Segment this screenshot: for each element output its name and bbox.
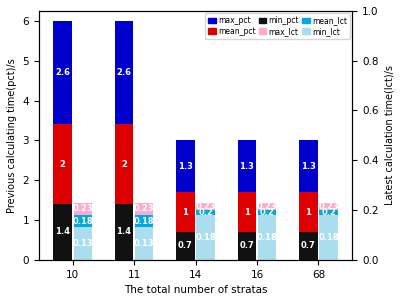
- Bar: [53, 204, 72, 260]
- Text: 0.23: 0.23: [134, 204, 154, 213]
- Bar: [196, 215, 215, 260]
- Text: 1.3: 1.3: [301, 162, 316, 171]
- Bar: [176, 140, 194, 192]
- Text: 0.7: 0.7: [239, 241, 254, 250]
- Bar: [135, 227, 154, 260]
- Bar: [196, 210, 215, 215]
- Text: 1.3: 1.3: [178, 162, 193, 171]
- Bar: [115, 204, 133, 260]
- Y-axis label: Previous calculating time(pct)/s: Previous calculating time(pct)/s: [7, 58, 17, 213]
- Text: 1.4: 1.4: [116, 227, 132, 236]
- Text: 1.4: 1.4: [55, 227, 70, 236]
- Bar: [299, 192, 318, 232]
- Bar: [299, 232, 318, 260]
- Text: 0.7: 0.7: [301, 241, 316, 250]
- Bar: [53, 124, 72, 204]
- Bar: [320, 215, 338, 260]
- Y-axis label: Latest calculation time(lct)/s: Latest calculation time(lct)/s: [384, 65, 394, 205]
- Bar: [135, 215, 154, 227]
- Text: 1: 1: [182, 207, 188, 217]
- Text: 1: 1: [306, 207, 311, 217]
- Text: 0.23: 0.23: [195, 202, 216, 211]
- Bar: [53, 21, 72, 124]
- Bar: [115, 124, 133, 204]
- Bar: [176, 232, 194, 260]
- Text: 0.18: 0.18: [195, 233, 216, 242]
- Bar: [73, 227, 92, 260]
- Text: 0.18: 0.18: [318, 233, 339, 242]
- Bar: [73, 203, 92, 215]
- Bar: [258, 210, 276, 215]
- Bar: [258, 215, 276, 260]
- Text: 0.18: 0.18: [134, 217, 154, 226]
- Text: 0.18: 0.18: [73, 217, 93, 226]
- Text: 0.23: 0.23: [257, 202, 277, 211]
- Text: 1: 1: [244, 207, 250, 217]
- Text: 2: 2: [121, 160, 127, 169]
- Bar: [135, 203, 154, 215]
- Legend: max_pct, mean_pct, min_pct, max_lct, mean_lct, min_lct: max_pct, mean_pct, min_pct, max_lct, mea…: [205, 13, 350, 39]
- Bar: [115, 21, 133, 124]
- Bar: [238, 232, 256, 260]
- Text: 1.3: 1.3: [239, 162, 254, 171]
- Text: 0.7: 0.7: [178, 241, 193, 250]
- Text: 0.23: 0.23: [318, 202, 339, 211]
- Bar: [73, 215, 92, 227]
- Text: 0.18: 0.18: [257, 233, 277, 242]
- Bar: [320, 203, 338, 210]
- Text: 0.2: 0.2: [198, 208, 213, 217]
- Bar: [299, 140, 318, 192]
- Text: 0.2: 0.2: [260, 208, 275, 217]
- Bar: [320, 210, 338, 215]
- X-axis label: The total number of stratas: The total number of stratas: [124, 285, 267, 295]
- Text: 0.13: 0.13: [73, 239, 93, 248]
- Bar: [238, 192, 256, 232]
- Bar: [176, 192, 194, 232]
- Text: 2.6: 2.6: [55, 68, 70, 77]
- Bar: [196, 203, 215, 210]
- Text: 0.2: 0.2: [321, 208, 336, 217]
- Text: 0.13: 0.13: [134, 239, 154, 248]
- Bar: [238, 140, 256, 192]
- Text: 0.23: 0.23: [73, 204, 93, 213]
- Text: 2.6: 2.6: [116, 68, 132, 77]
- Text: 2: 2: [60, 160, 65, 169]
- Bar: [258, 203, 276, 210]
